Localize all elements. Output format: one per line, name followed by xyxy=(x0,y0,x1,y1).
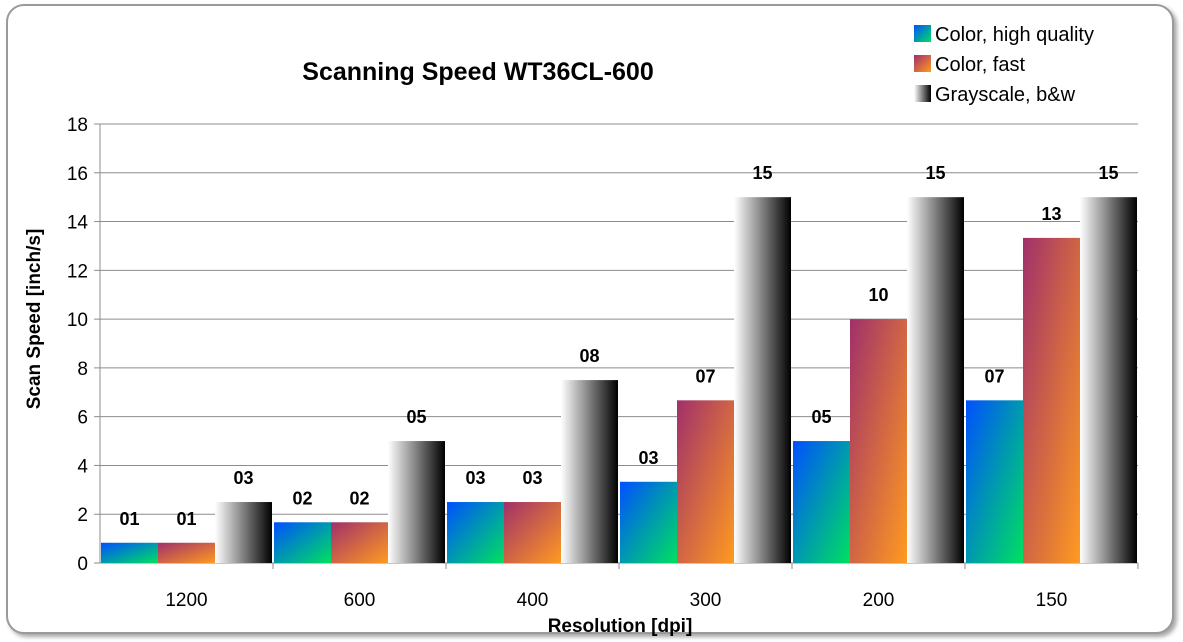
bar xyxy=(101,542,158,563)
y-tick-label: 18 xyxy=(67,115,88,136)
chart-title: Scanning Speed WT36CL-600 xyxy=(302,58,653,86)
bar xyxy=(388,441,445,563)
bar xyxy=(274,522,331,563)
data-label: 05 xyxy=(406,407,426,427)
data-label: 15 xyxy=(925,163,945,183)
data-label: 08 xyxy=(579,346,599,366)
data-label: 07 xyxy=(984,366,1004,386)
y-tick-label: 0 xyxy=(77,554,88,575)
legend-swatch xyxy=(914,55,931,72)
bar xyxy=(793,441,850,563)
bars xyxy=(101,197,1137,563)
data-label: 01 xyxy=(176,509,196,529)
bar xyxy=(850,319,907,563)
data-label: 13 xyxy=(1041,204,1061,224)
data-label: 03 xyxy=(638,448,658,468)
bar xyxy=(447,502,504,563)
data-label: 10 xyxy=(868,285,888,305)
y-tick-label: 4 xyxy=(77,456,88,477)
y-tick-label: 6 xyxy=(77,408,88,429)
x-tick-label: 1200 xyxy=(165,590,207,611)
y-tick-label: 12 xyxy=(67,261,88,282)
x-tick-label: 150 xyxy=(1036,590,1068,611)
data-label: 15 xyxy=(752,163,772,183)
gridlines xyxy=(100,123,1138,515)
legend-entry: Color, fast xyxy=(935,54,1025,76)
data-label: 01 xyxy=(119,509,139,529)
bar xyxy=(1023,237,1080,563)
axes xyxy=(94,123,1139,569)
x-tick-label: 300 xyxy=(690,590,722,611)
data-label: 15 xyxy=(1098,163,1118,183)
data-label: 05 xyxy=(811,407,831,427)
x-axis-title: Resolution [dpi] xyxy=(548,616,693,637)
bar xyxy=(734,197,791,563)
data-label: 03 xyxy=(233,468,253,488)
data-label: 07 xyxy=(695,366,715,386)
y-tick-label: 14 xyxy=(67,213,89,234)
bar xyxy=(620,481,677,563)
y-tick-label: 8 xyxy=(77,359,88,380)
x-tick-label: 200 xyxy=(863,590,895,611)
data-label: 02 xyxy=(292,488,312,508)
legend-entry: Color, high quality xyxy=(935,24,1094,46)
data-label: 02 xyxy=(349,488,369,508)
legend-swatch xyxy=(914,85,931,102)
bar xyxy=(215,502,272,563)
data-label: 03 xyxy=(465,468,485,488)
y-tick-label: 16 xyxy=(67,164,88,185)
bar xyxy=(677,400,734,563)
y-axis-title: Scan Speed [inch/s] xyxy=(24,229,45,410)
x-tick-label: 600 xyxy=(344,590,376,611)
legend: Color, high quality Color, fast Grayscale,… xyxy=(914,24,1094,106)
y-tick-label: 2 xyxy=(77,505,88,526)
bar xyxy=(331,522,388,563)
legend-entry: Grayscale, b&w xyxy=(935,84,1076,106)
bar xyxy=(158,542,215,563)
bar xyxy=(907,197,964,563)
data-label: 03 xyxy=(522,468,542,488)
y-tick-label: 10 xyxy=(67,310,88,331)
bar xyxy=(1080,197,1137,563)
data-labels: 01 01 03 02 02 05 03 03 08 03 07 15 05 10 15 07 13 15 xyxy=(119,163,1118,529)
x-tick-label: 400 xyxy=(517,590,549,611)
bar xyxy=(561,380,618,563)
bar xyxy=(966,400,1023,563)
legend-swatch xyxy=(914,25,931,42)
bar xyxy=(504,502,561,563)
